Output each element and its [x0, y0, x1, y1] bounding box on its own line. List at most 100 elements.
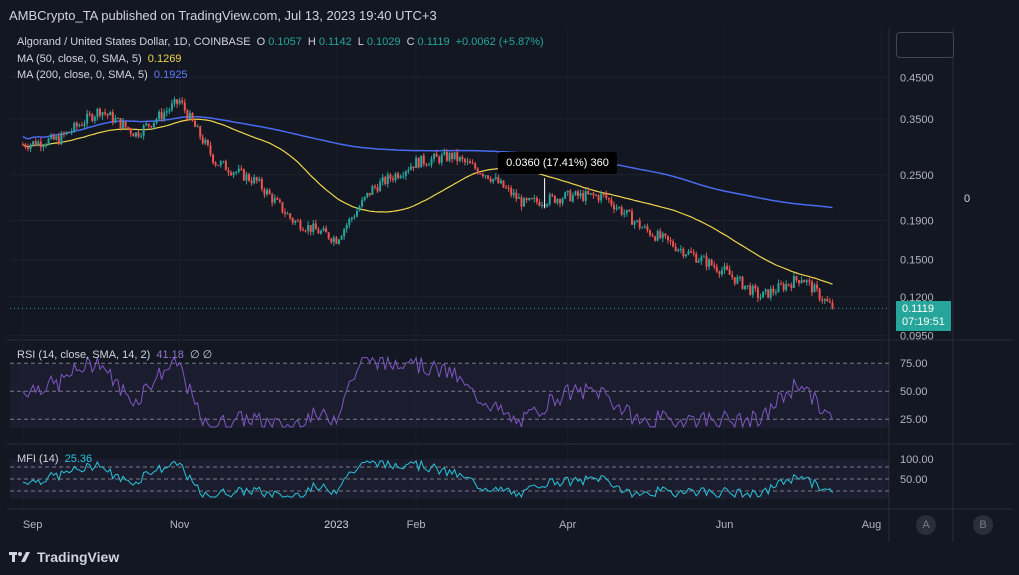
- mfi-line: [22, 459, 833, 499]
- candle-body: [52, 134, 55, 140]
- candle-body: [479, 173, 482, 175]
- candle-body: [656, 231, 659, 241]
- legend-mfi[interactable]: MFI (14) 25.36: [17, 453, 95, 465]
- candle-body: [713, 265, 716, 267]
- candle-body: [399, 176, 402, 178]
- candle-body: [582, 193, 585, 201]
- candle-body: [307, 225, 310, 231]
- candle-body: [615, 207, 618, 210]
- candle-body: [510, 188, 513, 196]
- rsi-line: [22, 355, 833, 429]
- candle-body: [438, 156, 441, 163]
- candle-body: [741, 276, 744, 290]
- measure-tooltip: 0.0360 (17.41%) 360: [498, 152, 617, 174]
- candle-body: [201, 137, 204, 144]
- candle-body: [422, 155, 425, 165]
- candle-body: [165, 111, 168, 113]
- candle-body: [119, 118, 122, 129]
- candle-body: [512, 192, 515, 196]
- candle-body: [648, 230, 651, 236]
- legend-ma200[interactable]: MA (200, close, 0, SMA, 5) 0.1925: [17, 69, 191, 81]
- candle-body: [170, 103, 173, 110]
- candle-body: [404, 171, 407, 176]
- candle-body: [391, 178, 394, 181]
- candle-body: [813, 284, 816, 293]
- candle-body: [343, 229, 346, 237]
- legend-main: Algorand / United States Dollar, 1D, COI…: [17, 36, 547, 48]
- candle-body: [425, 164, 428, 166]
- candle-body: [145, 123, 148, 126]
- candle-body: [122, 121, 125, 129]
- candle-body: [469, 161, 472, 164]
- candle-body: [574, 191, 577, 196]
- candle-body: [42, 145, 45, 148]
- candle-body: [420, 155, 423, 168]
- candle-body: [584, 191, 587, 201]
- candle-body: [505, 187, 508, 189]
- candle-body: [633, 221, 636, 225]
- candle-body: [808, 280, 811, 282]
- candle-body: [32, 141, 35, 145]
- candle-body: [744, 285, 747, 290]
- candle-body: [124, 121, 127, 128]
- chart-frame[interactable]: 0.4500 0.3500 0.2500 0.1900 0.1500 0.1200 0.09…: [7, 28, 1013, 542]
- candle-body: [330, 238, 333, 242]
- chart-canvas[interactable]: 0.4500 0.3500 0.2500 0.1900 0.1500 0.1200 0.09…: [7, 28, 1013, 542]
- ma200-value: 0.1925: [153, 69, 188, 81]
- candle-body: [353, 216, 356, 218]
- auto-scale-button[interactable]: A: [916, 515, 936, 535]
- candle-body: [566, 190, 569, 193]
- candle-body: [831, 302, 834, 309]
- candle-body: [546, 204, 549, 207]
- candle-body: [643, 226, 646, 228]
- candle-body: [415, 157, 418, 168]
- legend-rsi[interactable]: RSI (14, close, SMA, 14, 2) 41.18 ∅ ∅: [17, 348, 215, 361]
- candle-body: [597, 195, 600, 201]
- time-tick-label: 2023: [324, 519, 348, 531]
- candle-body: [361, 199, 364, 207]
- rsi-tick-label: 75.00: [900, 358, 928, 370]
- candle-body: [659, 231, 662, 239]
- candle-body: [345, 225, 348, 230]
- b-button[interactable]: B: [973, 515, 993, 535]
- candle-body: [661, 233, 664, 239]
- candle-body: [60, 132, 63, 145]
- legend-symbol-title[interactable]: Algorand / United States Dollar, 1D, COI…: [17, 36, 251, 48]
- candle-body: [65, 131, 68, 135]
- candle-body: [78, 125, 81, 127]
- candle-body: [55, 136, 58, 140]
- candle-body: [502, 180, 505, 188]
- candle-body: [109, 112, 112, 116]
- candle-body: [181, 100, 184, 103]
- candle-body: [191, 112, 194, 121]
- candle-body: [451, 153, 454, 159]
- candle-body: [188, 112, 191, 120]
- legend-l-label: L: [357, 36, 364, 48]
- candle-body: [628, 209, 631, 212]
- candle-body: [332, 237, 335, 242]
- candle-body: [792, 276, 795, 288]
- candle-body: [684, 254, 687, 257]
- candle-body: [456, 152, 459, 161]
- legend-ma50[interactable]: MA (50, close, 0, SMA, 5) 0.1269: [17, 53, 184, 65]
- candle-body: [273, 198, 276, 203]
- candle-body: [579, 193, 582, 196]
- candle-body: [674, 246, 677, 251]
- candle-body: [196, 126, 199, 128]
- candle-body: [384, 177, 387, 185]
- footer-brand[interactable]: TradingView: [37, 549, 120, 565]
- candle-body: [91, 114, 94, 121]
- candle-body: [289, 213, 292, 219]
- candle-body: [818, 288, 821, 300]
- rsi-tick-label: 50.00: [900, 386, 928, 398]
- candle-body: [810, 281, 813, 293]
- candle-body: [260, 179, 263, 190]
- candle-body: [481, 173, 484, 177]
- candle-body: [474, 163, 477, 169]
- candle-body: [278, 199, 281, 203]
- candle-body: [88, 113, 91, 115]
- symbol-search-box[interactable]: [896, 32, 954, 58]
- candle-body: [250, 180, 253, 184]
- candle-body: [281, 202, 284, 213]
- candle-body: [592, 193, 595, 196]
